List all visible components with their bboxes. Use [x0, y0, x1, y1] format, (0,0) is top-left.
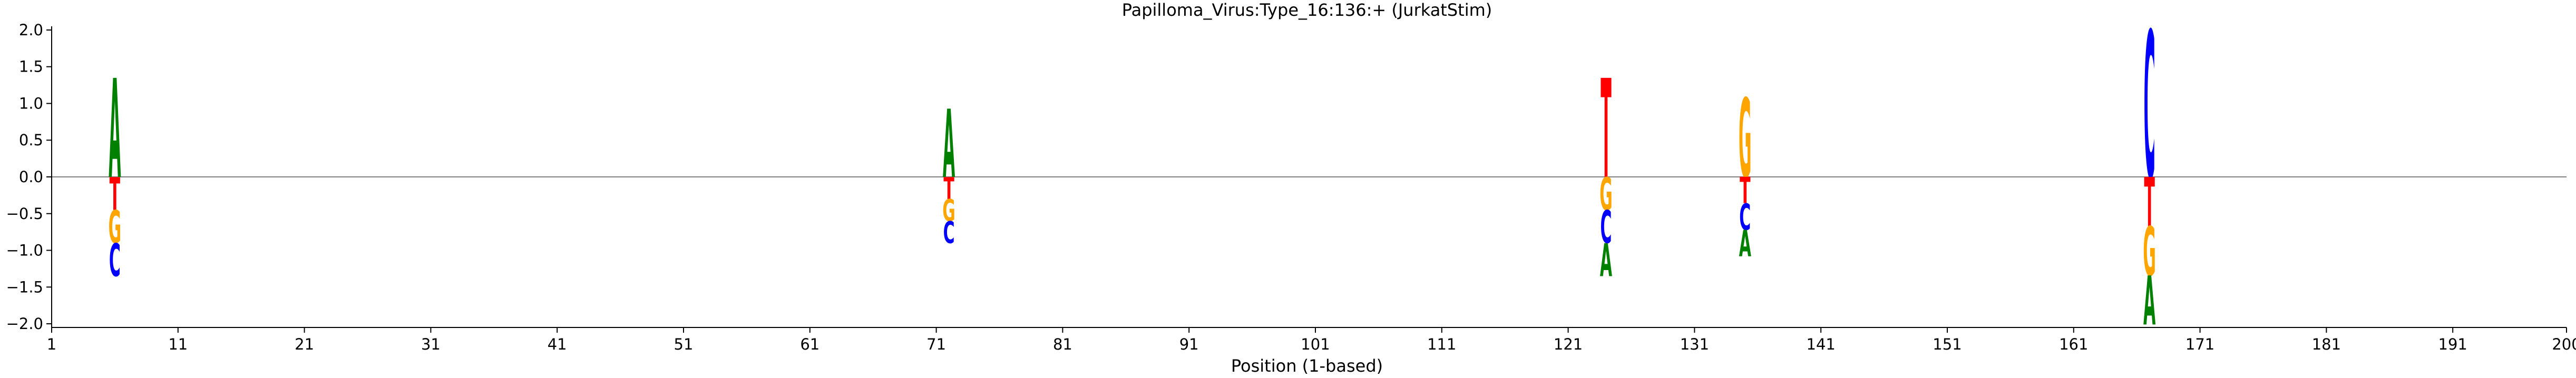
logo-letter-t: T	[1740, 170, 1750, 212]
x-tick-label: 141	[1807, 335, 1836, 353]
x-tick-label: 161	[2059, 335, 2088, 353]
logo-letter-a: A	[2143, 262, 2155, 341]
x-tick-label: 41	[548, 335, 567, 353]
x-tick-label: 1	[47, 335, 56, 353]
logo-letter-c: C	[1739, 196, 1751, 238]
logo-letter-t: T	[2144, 164, 2154, 242]
y-tick-label: −2.0	[6, 315, 43, 333]
x-tick-label: 181	[2312, 335, 2341, 353]
x-axis-label: Position (1-based)	[1231, 356, 1383, 376]
logo-letter-g: G	[942, 193, 955, 228]
x-tick-label: 21	[295, 335, 314, 353]
y-tick-label: 2.0	[19, 21, 43, 39]
logo-letter-a: A	[1739, 223, 1751, 265]
x-tick-label: 31	[421, 335, 441, 353]
x-tick-label: 111	[1427, 335, 1456, 353]
axes: 2.01.51.00.50.0−0.5−1.0−1.5−2.01 11 21 31 41…	[6, 21, 2576, 353]
y-tick-label: −0.5	[6, 205, 43, 223]
x-tick-label: 71	[926, 335, 946, 353]
logo-letter-g: G	[1599, 168, 1613, 221]
x-tick-label: 131	[1680, 335, 1709, 353]
logo-letter-g: G	[2143, 213, 2156, 292]
logo-letter-a: A	[1600, 235, 1612, 287]
logo-letter-a: A	[943, 91, 955, 200]
y-tick-label: 1.0	[19, 94, 43, 112]
chart-title: Papilloma_Virus:Type_16:136:+ (JurkatSti…	[1122, 0, 1492, 20]
logo-letter-c: C	[2144, 0, 2155, 224]
x-tick-label: 61	[800, 335, 819, 353]
y-tick-label: 1.5	[19, 58, 43, 76]
logo-letter-g: G	[109, 202, 122, 254]
logo-letter-c: C	[943, 215, 955, 250]
x-tick-label: 11	[168, 335, 188, 353]
x-tick-label: 151	[1933, 335, 1962, 353]
logo-letter-a: A	[109, 52, 121, 210]
x-tick-label: 171	[2185, 335, 2214, 353]
x-tick-label: 191	[2438, 335, 2467, 353]
y-tick-label: −1.0	[6, 242, 43, 260]
x-tick-label: 81	[1053, 335, 1072, 353]
x-tick-label: 91	[1179, 335, 1199, 353]
y-tick-label: 0.0	[19, 168, 43, 186]
logo-letter-t: T	[943, 171, 954, 206]
logo-letter-t: T	[110, 168, 120, 221]
x-tick-label: 51	[674, 335, 694, 353]
y-tick-label: −1.5	[6, 278, 43, 296]
logo-letter-c: C	[1601, 202, 1612, 254]
logo-letter-c: C	[109, 235, 121, 287]
x-tick-label: 101	[1301, 335, 1330, 353]
x-tick-label: 121	[1554, 335, 1583, 353]
logo-letter-t: T	[1601, 52, 1611, 210]
x-tick-label: 200	[2552, 335, 2576, 353]
logo-letter-g: G	[1739, 76, 1752, 203]
y-tick-label: 0.5	[19, 131, 43, 149]
